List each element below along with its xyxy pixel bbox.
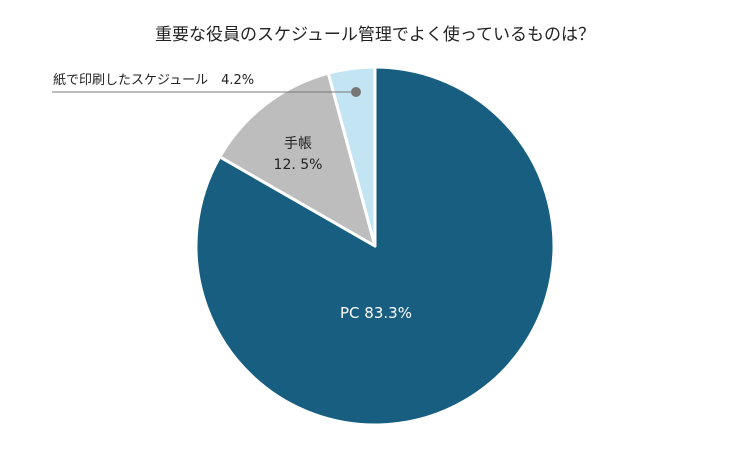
slice-label-notebook-value: 12. 5% [274, 157, 323, 173]
slice-label-notebook-name: 手帳 [284, 136, 312, 152]
chart-title: 重要な役員のスケジュール管理でよく使っているものは？ [155, 25, 595, 45]
pie-slice-printed-schedule [326, 65, 377, 248]
pie-slice-notebook [218, 71, 377, 248]
callout-dot [351, 87, 361, 97]
slice-label-pc: PC 83.3% [340, 304, 412, 322]
slice-label-printed-schedule: 紙で印刷したスケジュール 4.2% [53, 73, 254, 88]
pie-slices [194, 65, 556, 427]
